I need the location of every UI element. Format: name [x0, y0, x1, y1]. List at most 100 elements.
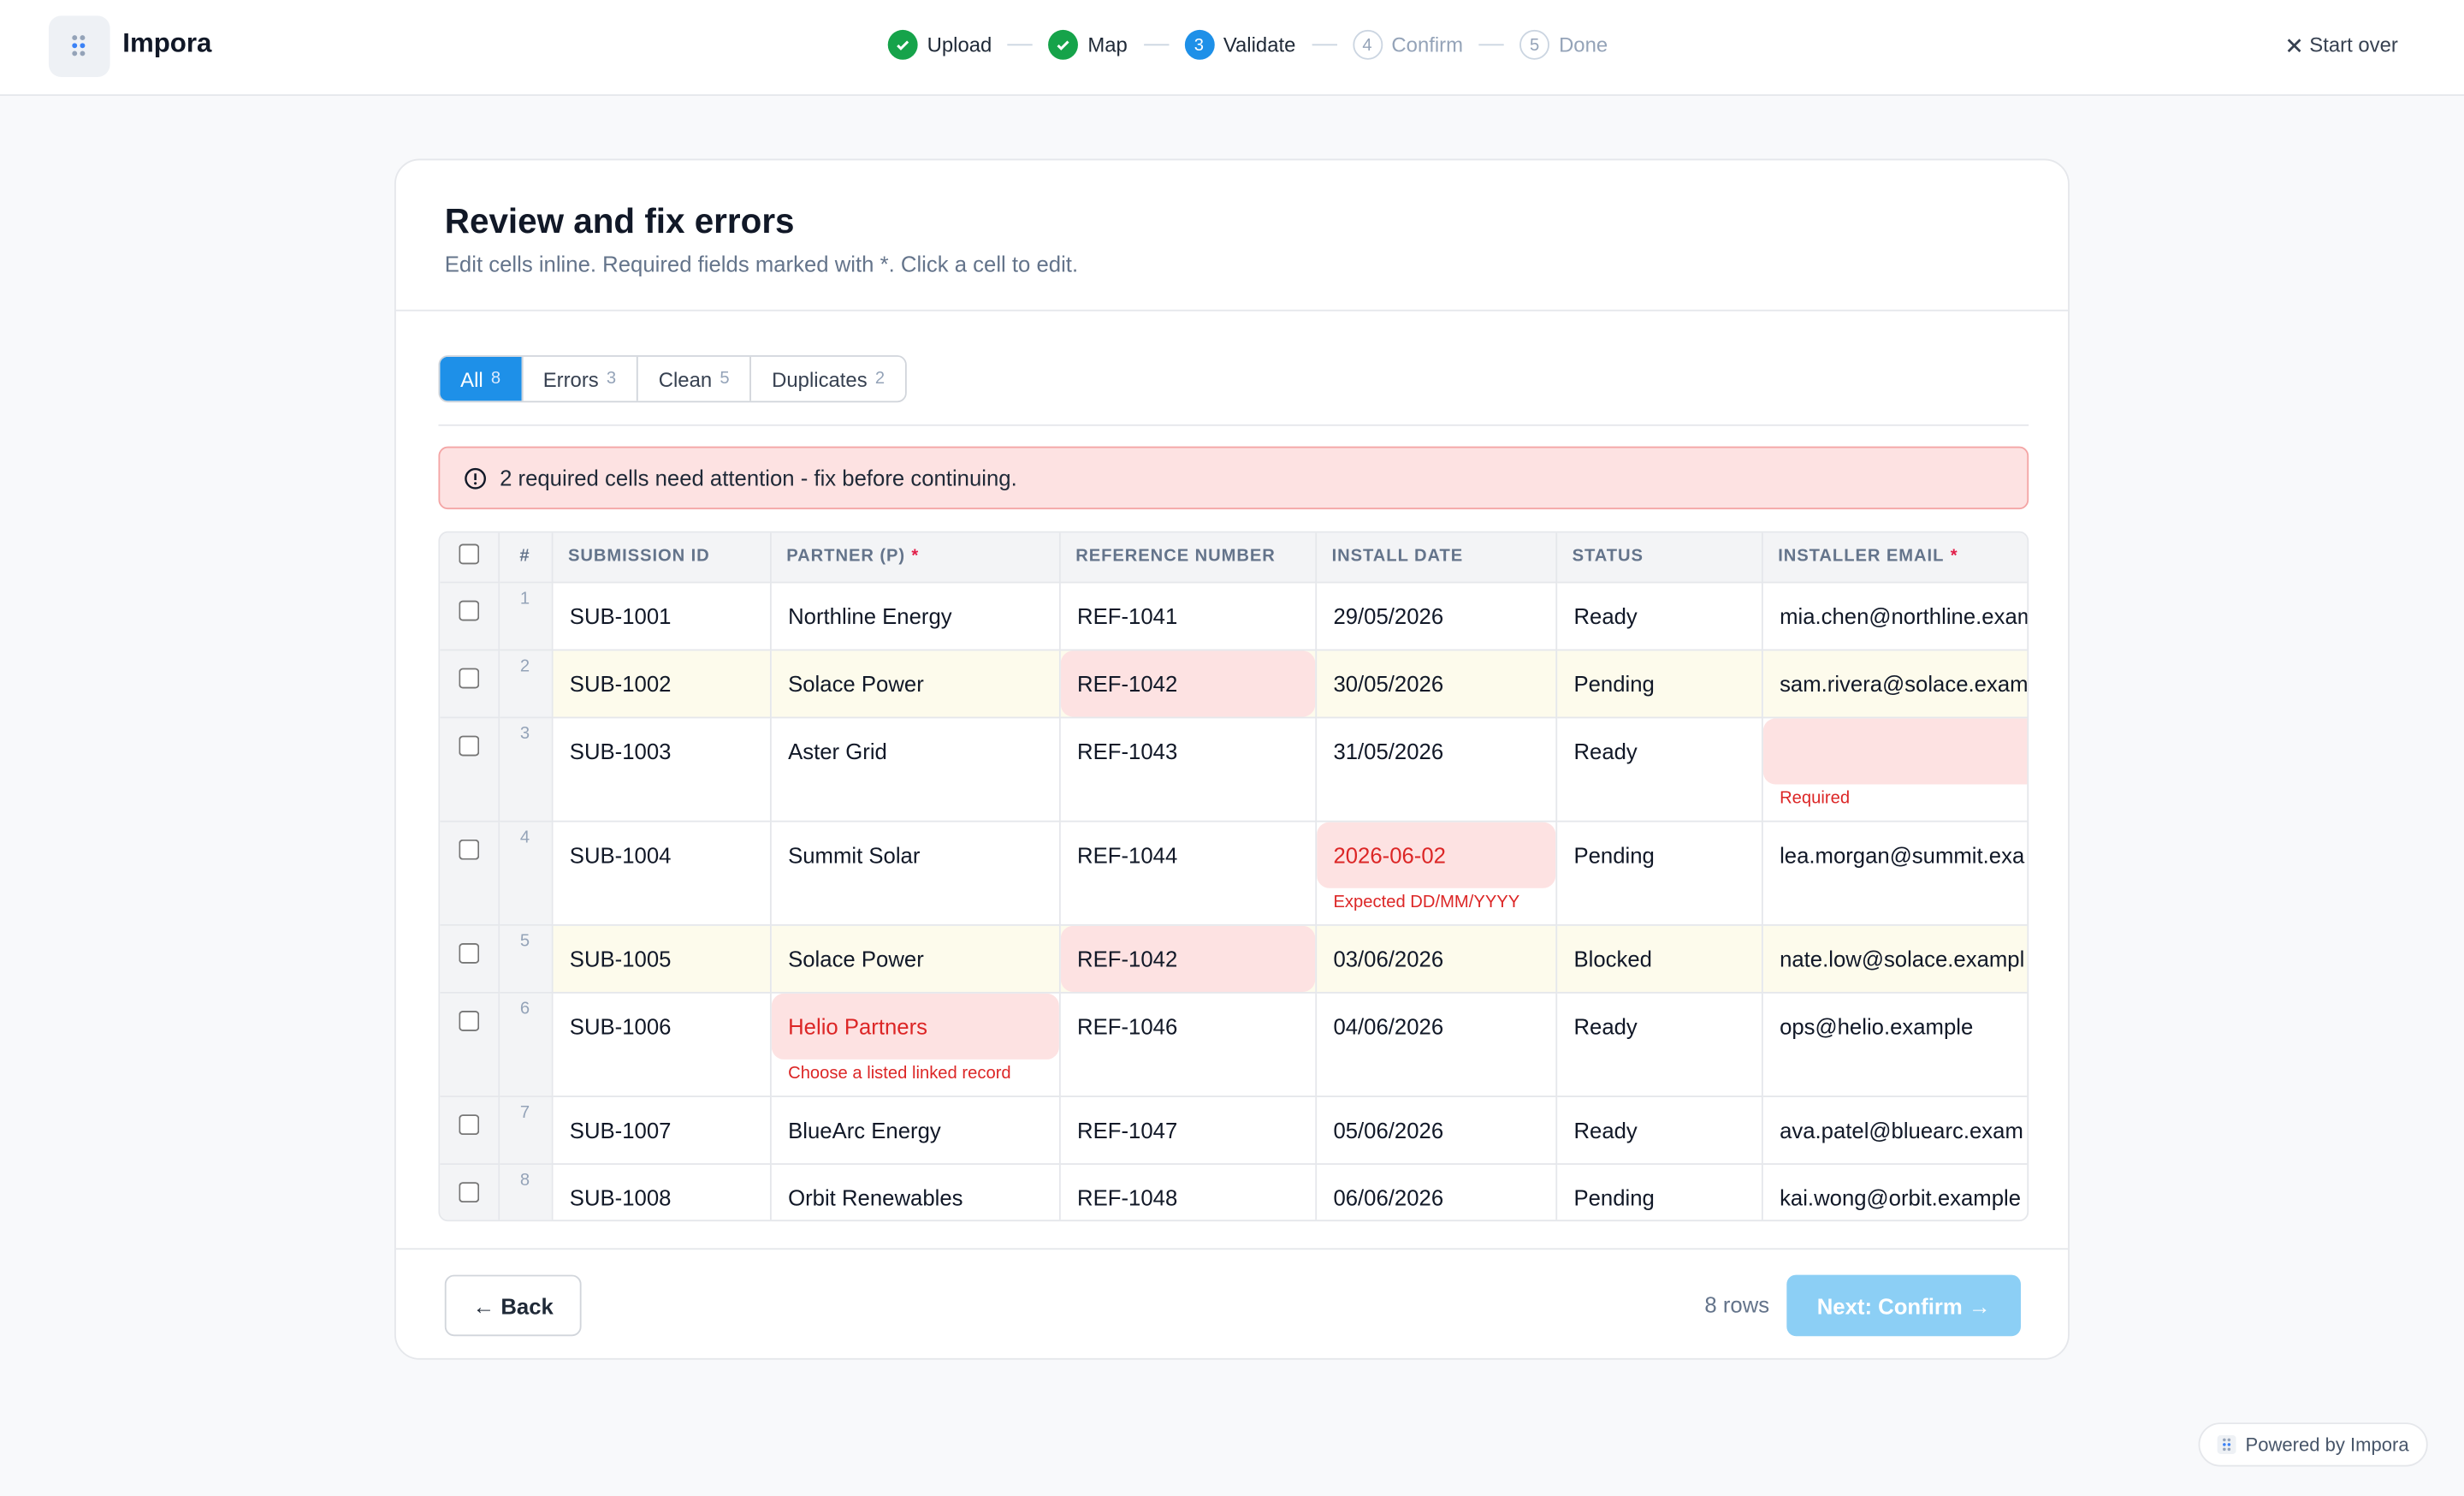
next-button[interactable]: Next: Confirm → — [1786, 1274, 2021, 1337]
start-over[interactable]: Start over — [2284, 33, 2398, 57]
tab[interactable]: Errors 3 — [521, 356, 637, 401]
cell-value: 04/06/2026 — [1333, 1012, 1444, 1039]
cell-value: lea.morgan@summit.exa — [1780, 841, 2025, 867]
cell[interactable]: ops@helio.example — [1761, 991, 2028, 1097]
cell-error: Required — [1780, 788, 1851, 808]
back-button[interactable]: ← Back — [444, 1274, 582, 1337]
cell[interactable]: SUB-1004 — [551, 820, 771, 925]
cell-value: SUB-1007 — [569, 1116, 672, 1143]
cell[interactable]: SUB-1002 — [551, 649, 771, 718]
cell-value: Orbit Renewables — [788, 1184, 963, 1210]
powered-text: Powered by Impora — [2245, 1434, 2409, 1456]
step-badge — [887, 29, 918, 60]
cell[interactable]: SUB-1007 — [551, 1095, 771, 1165]
tab-count: 8 — [490, 369, 501, 389]
row-checkbox[interactable] — [458, 734, 479, 756]
brand: Impora — [122, 28, 212, 58]
cell[interactable]: 03/06/2026 — [1315, 923, 1557, 993]
cell[interactable]: Ready — [1555, 581, 1762, 650]
row-number-cell: 4 — [498, 820, 553, 925]
cell-value: SUB-1002 — [569, 670, 672, 696]
cell[interactable]: 30/05/2026 — [1315, 649, 1557, 718]
row-checkbox[interactable] — [458, 1010, 479, 1030]
powered-badge[interactable]: Powered by Impora — [2198, 1422, 2428, 1467]
cell[interactable]: REF-1042 — [1058, 649, 1317, 718]
cell[interactable]: Orbit Renewables — [769, 1163, 1060, 1220]
tab[interactable]: Clean 5 — [637, 356, 750, 401]
step-label: Done — [1559, 33, 1608, 57]
cell[interactable]: 29/05/2026 — [1315, 581, 1557, 650]
cell[interactable]: REF-1043 — [1058, 716, 1317, 822]
cell[interactable]: REF-1041 — [1058, 581, 1317, 650]
step-badge: 5 — [1519, 29, 1550, 60]
close-icon — [2284, 35, 2303, 54]
cell[interactable]: SUB-1001 — [551, 581, 771, 650]
row-number: 6 — [519, 999, 530, 1018]
cell-value: Aster Grid — [788, 738, 887, 763]
cell[interactable]: REF-1046 — [1058, 991, 1317, 1097]
cell[interactable]: 06/06/2026 — [1315, 1163, 1557, 1220]
cell[interactable]: nate.low@solace.exampl — [1761, 923, 2028, 993]
row-checkbox[interactable] — [458, 838, 479, 859]
cell-value: REF-1043 — [1077, 738, 1178, 763]
row-checkbox[interactable] — [458, 667, 479, 688]
cell[interactable]: BlueArc Energy — [769, 1095, 1060, 1165]
tab[interactable]: Duplicates 2 — [749, 356, 905, 401]
cell[interactable]: Pending — [1555, 649, 1762, 718]
cell[interactable]: Helio Partners Choose a listed linked rec… — [769, 991, 1060, 1097]
required-mark: * — [911, 547, 920, 567]
table-row: 8 SUB-1008 Orbit Renewables REF-1048 06/06/2… — [440, 1163, 2028, 1220]
row-checkbox[interactable] — [458, 1113, 479, 1135]
cell[interactable]: REF-1047 — [1058, 1095, 1317, 1165]
row-number-cell: 8 — [498, 1163, 553, 1220]
row-select — [440, 820, 500, 925]
cell[interactable]: REF-1044 — [1058, 820, 1317, 925]
cell[interactable]: sam.rivera@solace.exam — [1761, 649, 2028, 718]
cell-value: 03/06/2026 — [1333, 945, 1444, 971]
row-checkbox[interactable] — [458, 1181, 479, 1202]
cell-value: Solace Power — [788, 945, 924, 971]
cell[interactable]: Aster Grid — [769, 716, 1060, 822]
select-all-checkbox[interactable] — [458, 543, 479, 565]
tab-label: Clean — [658, 366, 713, 391]
cell[interactable]: mia.chen@northline.exam — [1761, 581, 2028, 650]
alert-icon — [464, 466, 488, 490]
row-checkbox[interactable] — [458, 599, 479, 620]
cell[interactable]: Ready — [1555, 716, 1762, 822]
cell[interactable]: SUB-1003 — [551, 716, 771, 822]
cell[interactable]: Summit Solar — [769, 820, 1060, 925]
column-label: # — [519, 547, 530, 567]
cell[interactable]: Ready — [1555, 1095, 1762, 1165]
cell[interactable]: 31/05/2026 — [1315, 716, 1557, 822]
cell[interactable]: SUB-1005 — [551, 923, 771, 993]
cell[interactable]: 04/06/2026 — [1315, 991, 1557, 1097]
start-over-label: Start over — [2309, 33, 2398, 57]
cell[interactable]: REF-1042 — [1058, 923, 1317, 993]
cell[interactable]: SUB-1008 — [551, 1163, 771, 1220]
logo-icon-svg — [72, 35, 86, 56]
cell[interactable]: 2026-06-02 Expected DD/MM/YYYY — [1315, 820, 1557, 925]
cell-value: Helio Partners — [770, 992, 1058, 1060]
row-checkbox[interactable] — [458, 942, 479, 963]
cell[interactable]: REF-1048 — [1058, 1163, 1317, 1220]
column-label: REFERENCE NUMBER — [1075, 547, 1276, 567]
tab[interactable]: All 8 — [440, 356, 522, 401]
close-icon-svg — [2287, 38, 2301, 52]
cell[interactable]: Pending — [1555, 1163, 1762, 1220]
cell[interactable]: Solace Power — [769, 923, 1060, 993]
cell[interactable]: Blocked — [1555, 923, 1762, 993]
cell[interactable]: Pending — [1555, 820, 1762, 925]
step-badge: 3 — [1183, 29, 1214, 60]
row-number: 5 — [519, 931, 530, 951]
cell[interactable]: Solace Power — [769, 649, 1060, 718]
cell[interactable]: lea.morgan@summit.exa — [1761, 820, 2028, 925]
cell[interactable]: SUB-1006 — [551, 991, 771, 1097]
cell[interactable]: 05/06/2026 — [1315, 1095, 1557, 1165]
cell[interactable]: Required — [1761, 716, 2028, 822]
cell[interactable]: Northline Energy — [769, 581, 1060, 650]
cell[interactable]: kai.wong@orbit.example — [1761, 1163, 2028, 1220]
alert-text: 2 required cells need attention - fix be… — [500, 465, 1017, 491]
cell-value: 30/05/2026 — [1333, 670, 1444, 696]
cell[interactable]: ava.patel@bluearc.exam — [1761, 1095, 2028, 1165]
cell[interactable]: Ready — [1555, 991, 1762, 1097]
